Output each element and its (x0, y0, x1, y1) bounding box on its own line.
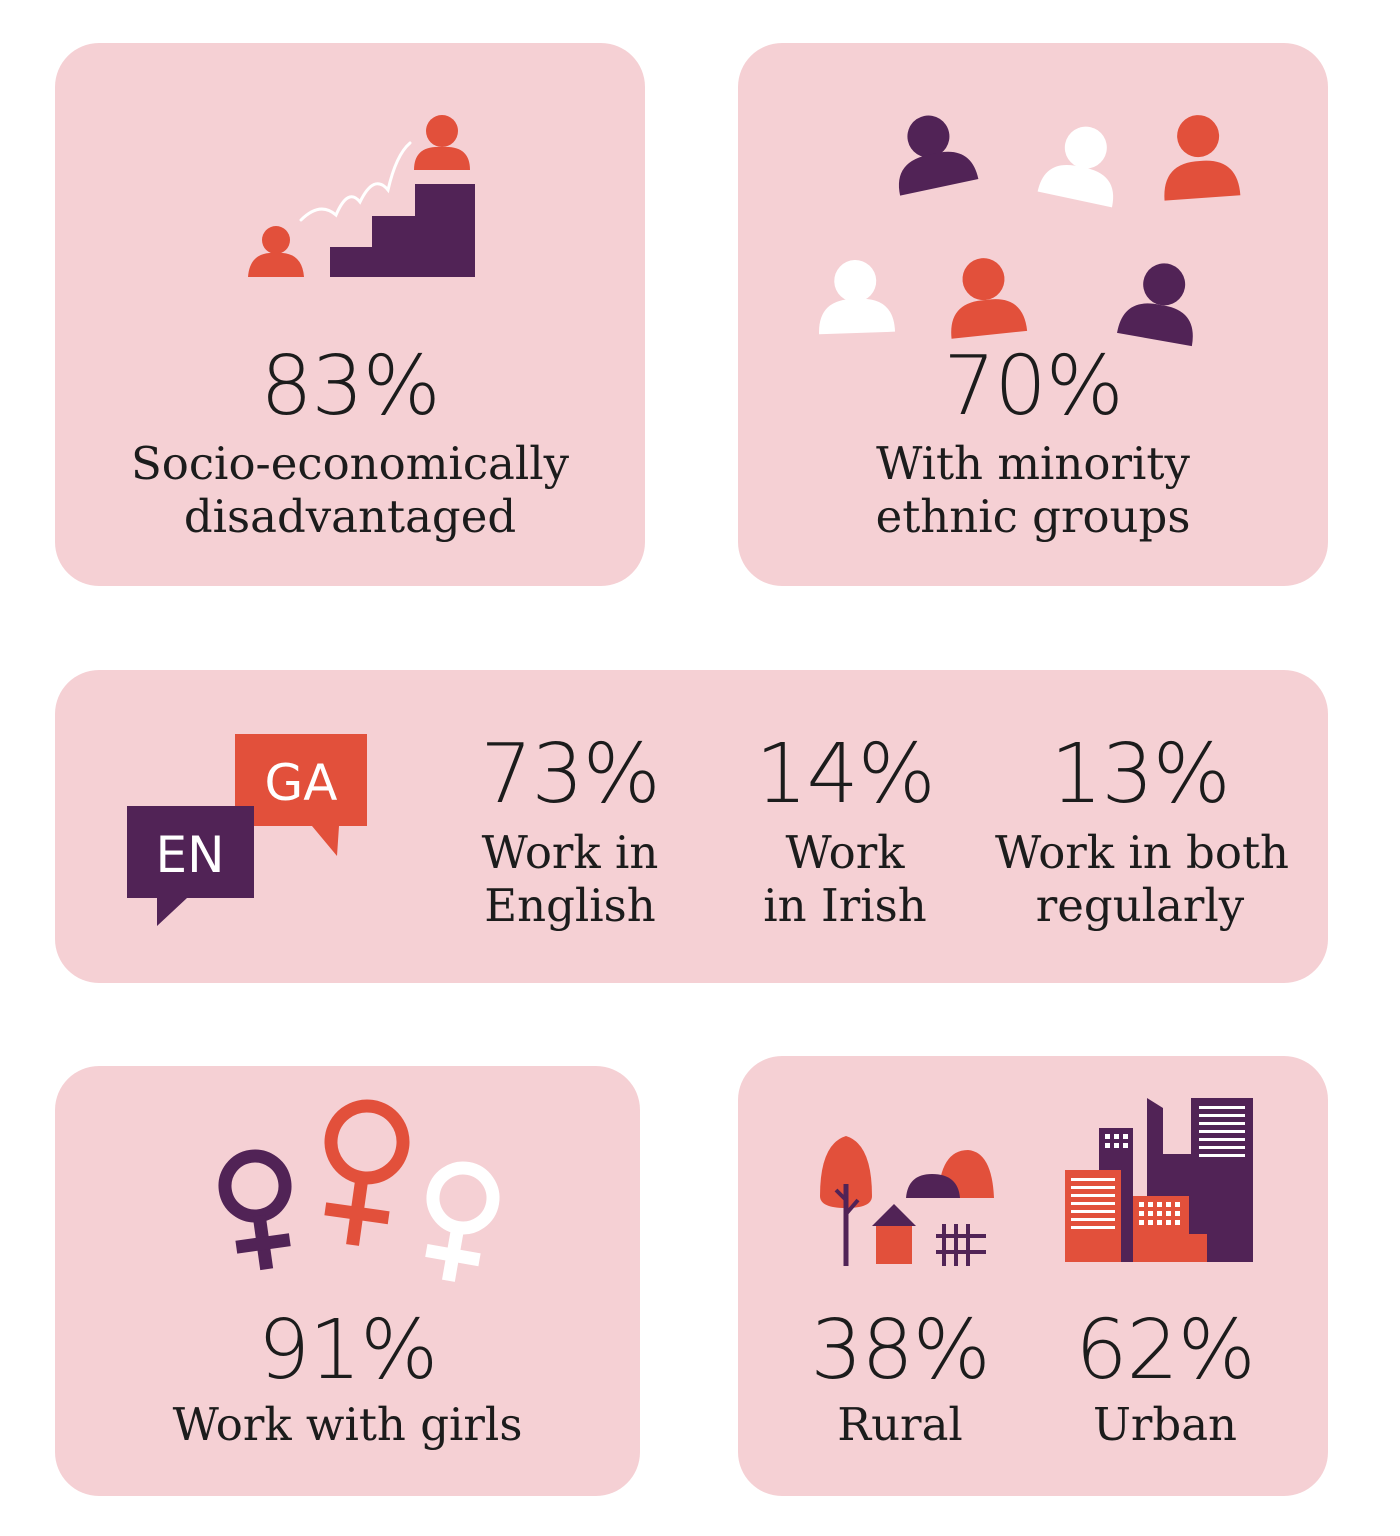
female-symbols-icon (218, 1099, 500, 1282)
both-label-line-2: regularly (1035, 879, 1245, 933)
socio-label-line-2: disadvantaged (183, 490, 517, 544)
irish-label-line-2: in Irish (763, 879, 927, 933)
stat-card-ethnic-groups: 70% With minority ethnic groups (738, 43, 1328, 586)
speech-bubbles-icon: GA EN (127, 734, 367, 926)
ethnic-label-line-1: With minority (876, 437, 1190, 490)
english-label-line-2: English (484, 879, 656, 933)
stat-card-language: GA EN 73% Work in English 14% Work in Ir… (55, 670, 1328, 983)
english-label-line-1: Work in (481, 826, 659, 879)
stat-card-location: 38% Rural 62% Urban (738, 1056, 1328, 1496)
people-group-icon (819, 115, 1241, 347)
girls-label: Work with girls (172, 1398, 523, 1451)
staircase-people-icon (248, 115, 475, 277)
english-value: 73% (480, 727, 660, 822)
ethnic-label: With minority ethnic groups (738, 437, 1328, 543)
irish-label: Work in Irish (725, 826, 965, 932)
socio-label: Socio-economically disadvantaged (55, 437, 645, 543)
both-value: 13% (1050, 727, 1230, 822)
both-label-line-1: Work in both (995, 826, 1290, 879)
rural-label: Rural (837, 1398, 963, 1451)
socio-label-line-1: Socio-economically (130, 437, 570, 490)
bubble-ga-text: GA (265, 754, 338, 812)
ethnic-value: 70% (943, 339, 1123, 434)
city-skyline-icon (1065, 1098, 1253, 1262)
rural-value: 38% (810, 1303, 990, 1398)
both-label: Work in both regularly (995, 826, 1290, 933)
english-label: Work in English (450, 826, 690, 932)
bubble-en-text: EN (156, 826, 225, 884)
stat-card-girls: 91% Work with girls (55, 1066, 640, 1496)
irish-label-line-1: Work (785, 826, 905, 879)
socio-value: 83% (260, 339, 440, 434)
ethnic-label-line-2: ethnic groups (875, 490, 1191, 544)
irish-value: 14% (755, 727, 935, 822)
rural-scene-icon (820, 1136, 994, 1266)
urban-value: 62% (1075, 1303, 1255, 1398)
girls-value: 91% (257, 1303, 438, 1398)
urban-label: Urban (1092, 1398, 1238, 1451)
stat-card-socio-economic: 83% Socio-economically disadvantaged (55, 43, 645, 586)
